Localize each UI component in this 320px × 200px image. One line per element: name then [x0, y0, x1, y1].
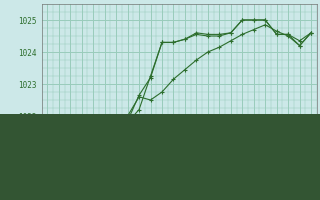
- X-axis label: Graphe pression niveau de la mer (hPa): Graphe pression niveau de la mer (hPa): [79, 178, 279, 187]
